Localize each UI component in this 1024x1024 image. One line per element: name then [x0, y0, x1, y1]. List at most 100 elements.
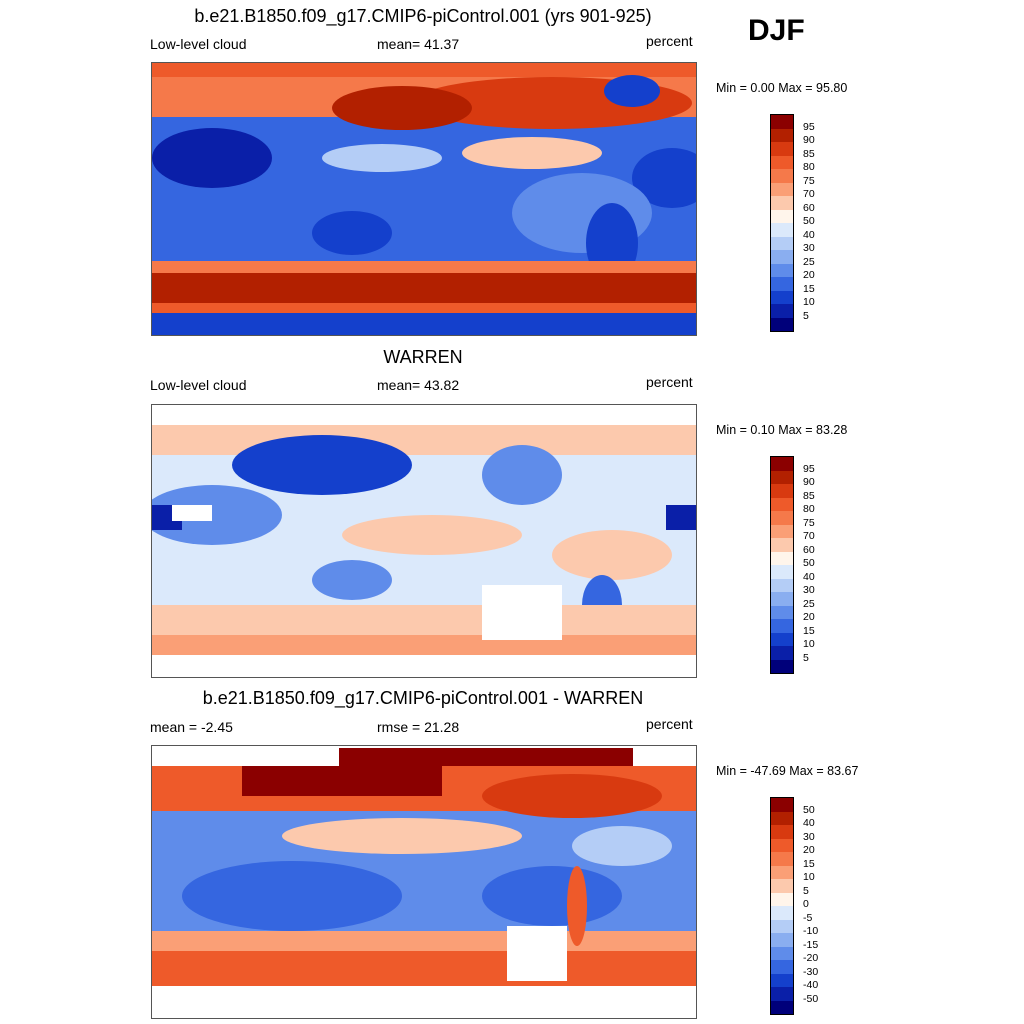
colorbar-segment: [771, 470, 793, 484]
colorbar-tick-label: 0: [803, 898, 809, 910]
colorbar-segment: [771, 659, 793, 673]
colorbar-segment: [771, 578, 793, 592]
colorbar-segment: [771, 236, 793, 250]
colorbar-tick-label: 85: [803, 147, 815, 160]
colorbar-segment: [771, 565, 793, 579]
colorbar-tick-label: -40: [803, 979, 819, 991]
colorbar-segment: [771, 142, 793, 156]
colorbar-tick-label: 30: [803, 242, 815, 254]
colorbar-tick-label: -15: [803, 938, 819, 951]
colorbar-tick-label: 50: [803, 803, 815, 816]
colorbar-tick-label: 80: [803, 161, 815, 173]
colorbar-tick-label: 40: [803, 228, 815, 241]
colorbar-segment: [771, 852, 793, 866]
panel-3-title: b.e21.B1850.f09_g17.CMIP6-piControl.001 …: [202, 688, 644, 708]
colorbar-tick-label: 85: [803, 489, 815, 502]
colorbar-tick-label: 75: [803, 174, 815, 187]
colorbar-tick-label: 5: [803, 884, 809, 897]
panel-2-title: WARREN: [383, 347, 463, 367]
colorbar-tick-label: -50: [803, 992, 819, 1005]
colorbar-segment: [771, 524, 793, 538]
colorbar-tick-label: -10: [803, 925, 819, 937]
colorbar-segment: [771, 825, 793, 839]
panel-3-map-field: [152, 746, 696, 1018]
colorbar-tick-label: 25: [803, 597, 815, 610]
colorbar-segment: [771, 632, 793, 646]
panel-3-units-label: percent: [646, 716, 693, 732]
colorbar-segment: [771, 155, 793, 169]
colorbar-segment: [771, 196, 793, 210]
panel-2-variable-label: Low-level cloud: [150, 377, 247, 393]
panel-2-map-field: [152, 405, 696, 677]
colorbar-segment: [771, 946, 793, 960]
colorbar-tick-label: 60: [803, 201, 815, 214]
panel-1-title: b.e21.B1850.f09_g17.CMIP6-piControl.001 …: [194, 6, 652, 26]
colorbar-tick-label: 5: [803, 651, 809, 664]
colorbar-tick-label: 80: [803, 503, 815, 515]
panel-2-minmax: Min = 0.10 Max = 83.28: [716, 423, 848, 437]
colorbar-tick-label: 95: [803, 120, 815, 133]
colorbar-segment: [771, 551, 793, 565]
season-label: DJF: [748, 14, 805, 47]
colorbar-tick-label: 30: [803, 830, 815, 843]
colorbar-segment: [771, 906, 793, 920]
colorbar-segment: [771, 277, 793, 291]
panel-2-map: [151, 404, 697, 678]
panel-2-colorbar: [770, 456, 794, 674]
colorbar-tick-label: 40: [803, 817, 815, 829]
colorbar-segment: [771, 1000, 793, 1014]
colorbar-segment: [771, 290, 793, 304]
colorbar-tick-label: 30: [803, 584, 815, 596]
panel-1-variable-label: Low-level cloud: [150, 36, 247, 52]
colorbar-segment: [771, 798, 793, 812]
colorbar-segment: [771, 838, 793, 852]
colorbar-tick-label: -5: [803, 911, 813, 924]
colorbar-tick-label: 20: [803, 611, 815, 623]
colorbar-segment: [771, 960, 793, 974]
colorbar-segment: [771, 128, 793, 142]
colorbar-segment: [771, 592, 793, 606]
panel-1-units-label: percent: [646, 33, 693, 49]
panel-3-map: [151, 745, 697, 1019]
colorbar-segment: [771, 250, 793, 264]
colorbar-tick-label: 10: [803, 871, 815, 883]
colorbar-segment: [771, 987, 793, 1001]
colorbar-tick-label: 15: [803, 857, 815, 870]
colorbar-segment: [771, 933, 793, 947]
colorbar-segment: [771, 115, 793, 129]
colorbar-tick-label: 10: [803, 296, 815, 308]
colorbar-tick-label: 50: [803, 557, 815, 569]
colorbar-tick-label: 50: [803, 215, 815, 227]
colorbar-tick-label: 70: [803, 530, 815, 542]
panel-1-colorbar: [770, 114, 794, 332]
colorbar-segment: [771, 646, 793, 660]
colorbar-tick-label: 95: [803, 462, 815, 475]
colorbar-segment: [771, 169, 793, 183]
colorbar-segment: [771, 484, 793, 498]
colorbar-tick-label: 60: [803, 543, 815, 556]
colorbar-segment: [771, 263, 793, 277]
colorbar-segment: [771, 209, 793, 223]
colorbar-segment: [771, 182, 793, 196]
colorbar-tick-label: 25: [803, 255, 815, 268]
colorbar-segment: [771, 619, 793, 633]
colorbar-tick-label: 15: [803, 282, 815, 295]
colorbar-segment: [771, 538, 793, 552]
colorbar-segment: [771, 223, 793, 237]
colorbar-segment: [771, 892, 793, 906]
colorbar-tick-label: 40: [803, 570, 815, 583]
colorbar-segment: [771, 919, 793, 933]
colorbar-tick-label: 75: [803, 516, 815, 529]
panel-3-rmse-label: rmse = 21.28: [377, 719, 460, 735]
panel-2-units-label: percent: [646, 374, 693, 390]
panel-3-minmax: Min = -47.69 Max = 83.67: [716, 764, 859, 778]
panel-1-map: [151, 62, 697, 336]
colorbar-segment: [771, 811, 793, 825]
colorbar-tick-label: 20: [803, 844, 815, 856]
colorbar-tick-label: 90: [803, 476, 815, 488]
colorbar-segment: [771, 317, 793, 331]
colorbar-tick-label: 5: [803, 309, 809, 322]
colorbar-segment: [771, 457, 793, 471]
colorbar-tick-label: -20: [803, 952, 819, 964]
colorbar-tick-label: 20: [803, 269, 815, 281]
